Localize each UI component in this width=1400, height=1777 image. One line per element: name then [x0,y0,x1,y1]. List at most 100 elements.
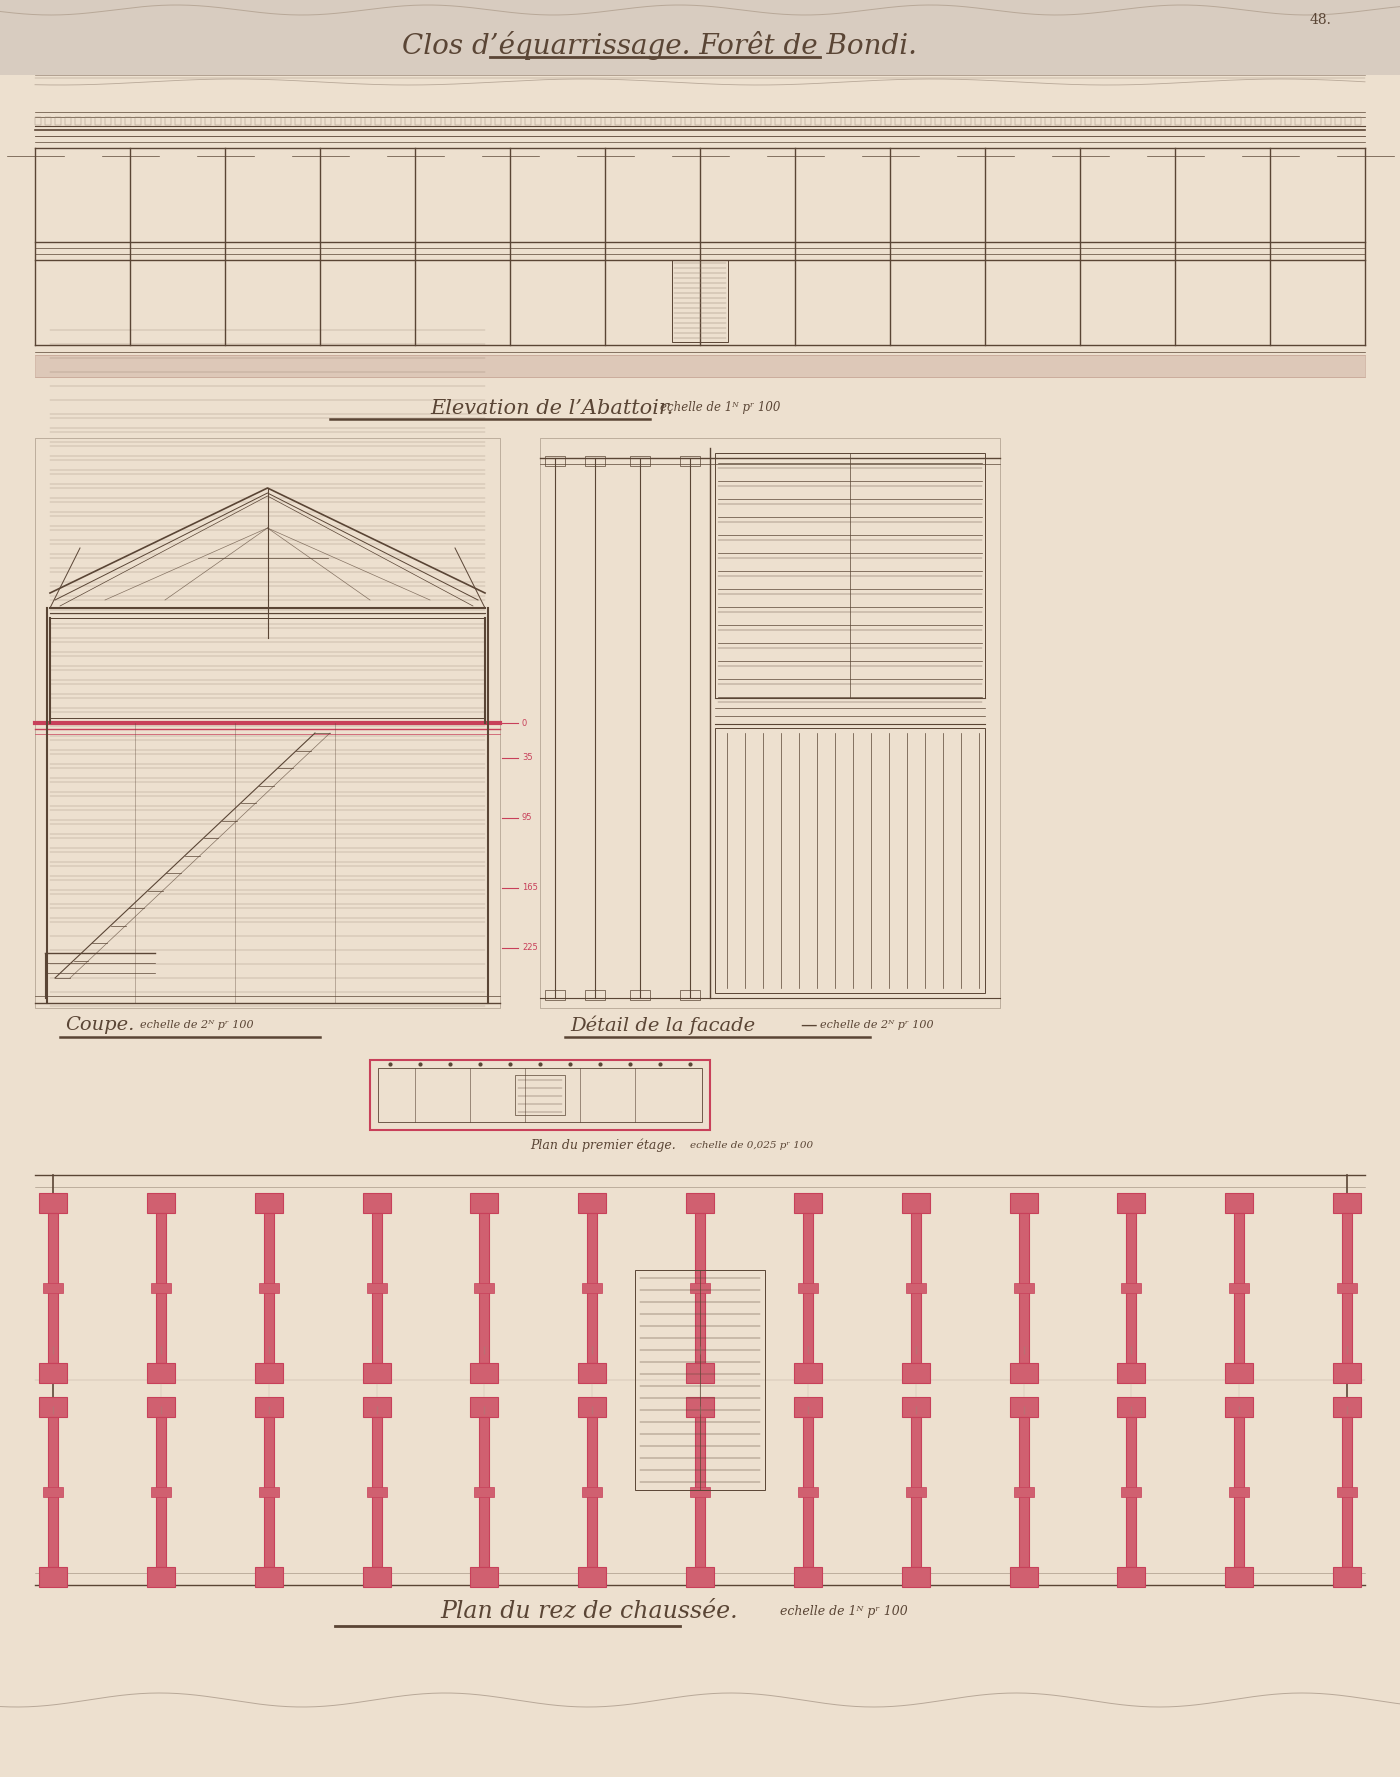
Bar [1126,117,1131,124]
Bar [906,1487,925,1496]
Bar [363,1363,391,1383]
Bar [776,117,781,124]
Bar [39,1192,67,1214]
Bar [725,117,731,124]
Bar [35,437,500,1008]
Bar [1005,117,1011,124]
Bar [587,1416,598,1567]
Bar [435,117,441,124]
Bar [1117,1192,1145,1214]
Bar [305,117,311,124]
Bar [545,457,566,466]
Bar [43,1487,63,1496]
Bar [365,117,371,124]
Bar [155,1416,165,1567]
Bar [578,1363,606,1383]
Text: Plan du premier étage.: Plan du premier étage. [531,1139,676,1151]
Bar [1225,1567,1253,1587]
Bar [255,1397,283,1416]
Bar [686,1363,714,1383]
Bar [895,117,902,124]
Bar [356,117,361,124]
Bar [475,1487,494,1496]
Bar [1135,117,1141,124]
Bar [1184,117,1191,124]
Bar [1343,1214,1352,1363]
Bar [1235,117,1240,124]
Bar [578,1567,606,1587]
Bar [263,1416,273,1567]
Bar [1117,1363,1145,1383]
Bar [115,117,120,124]
Bar [706,117,711,124]
Bar [1175,117,1182,124]
Bar [798,1283,818,1294]
Bar [515,1075,566,1114]
Text: 95: 95 [522,814,532,823]
Bar [1056,117,1061,124]
Bar [974,117,981,124]
Bar [134,117,141,124]
Bar [363,1567,391,1587]
Bar [587,1214,598,1363]
Bar [1009,1192,1037,1214]
Bar [175,117,181,124]
Bar [795,117,801,124]
Bar [1355,117,1361,124]
Bar [265,117,272,124]
Bar [1196,117,1201,124]
Bar [76,117,81,124]
Bar [925,117,931,124]
Bar [1215,117,1221,124]
Bar [325,117,330,124]
Bar [902,1397,930,1416]
Bar [105,117,111,124]
Bar [55,117,62,124]
Bar [645,117,651,124]
Text: 0: 0 [522,718,528,727]
Bar [798,1487,818,1496]
Bar [395,117,400,124]
Bar [363,1192,391,1214]
Bar [1035,117,1042,124]
Bar [414,117,421,124]
Bar [255,117,260,124]
Bar [225,117,231,124]
Bar [445,117,451,124]
Bar [680,457,700,466]
Bar [1155,117,1161,124]
Bar [885,117,890,124]
Bar [630,990,650,1000]
Bar [566,117,571,124]
Bar [764,117,771,124]
Bar [185,117,190,124]
Bar [259,1283,279,1294]
Bar [125,117,132,124]
Bar [426,117,431,124]
Bar [686,1397,714,1416]
Bar [665,117,671,124]
Bar [259,1487,279,1496]
Bar [1127,1416,1137,1567]
Bar [1085,117,1091,124]
Bar [685,117,692,124]
Bar [0,0,1400,75]
Bar [855,117,861,124]
Bar [630,457,650,466]
Bar [1336,117,1341,124]
Bar [1275,117,1281,124]
Bar [255,1567,283,1587]
Bar [39,1567,67,1587]
Bar [1121,1283,1141,1294]
Text: Elevation de l’Abattoir.: Elevation de l’Abattoir. [430,398,673,418]
Bar [385,117,391,124]
Text: echelle de 2ᴺ pʳ 100: echelle de 2ᴺ pʳ 100 [140,1020,253,1031]
Bar [802,1416,813,1567]
Bar [1095,117,1100,124]
Bar [902,1363,930,1383]
Bar [585,457,605,466]
Bar [255,1363,283,1383]
Bar [64,117,71,124]
Bar [151,1487,171,1496]
Bar [715,453,986,698]
